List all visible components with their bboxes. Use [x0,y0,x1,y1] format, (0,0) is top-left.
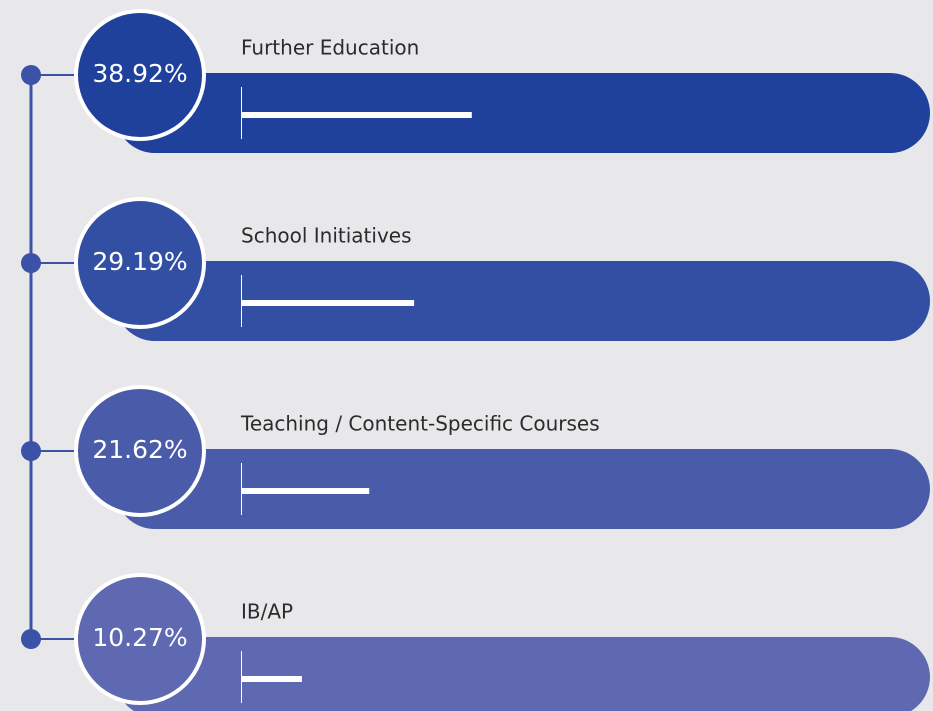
value-label: 38.92% [92,59,187,88]
bar [241,300,415,306]
value-label: 21.62% [92,435,187,464]
value-label: 29.19% [92,247,187,276]
timeline-dot [21,65,41,85]
row-band [115,449,930,529]
timeline-dot [21,629,41,649]
bar [241,676,302,682]
value-circle [74,9,206,141]
value-circle [74,197,206,329]
category-label: IB/AP [241,600,293,624]
row-band [115,637,930,711]
category-label: School Initiatives [241,224,412,248]
bar [241,112,472,118]
bar [241,488,370,494]
category-label: Teaching / Content-Specific Courses [240,412,600,436]
row-band [115,261,930,341]
value-circle [74,385,206,517]
timeline-dot [21,253,41,273]
value-label: 10.27% [92,623,187,652]
timeline-dot [21,441,41,461]
category-label: Further Education [241,36,419,60]
row-band [115,73,930,153]
value-circle [74,573,206,705]
